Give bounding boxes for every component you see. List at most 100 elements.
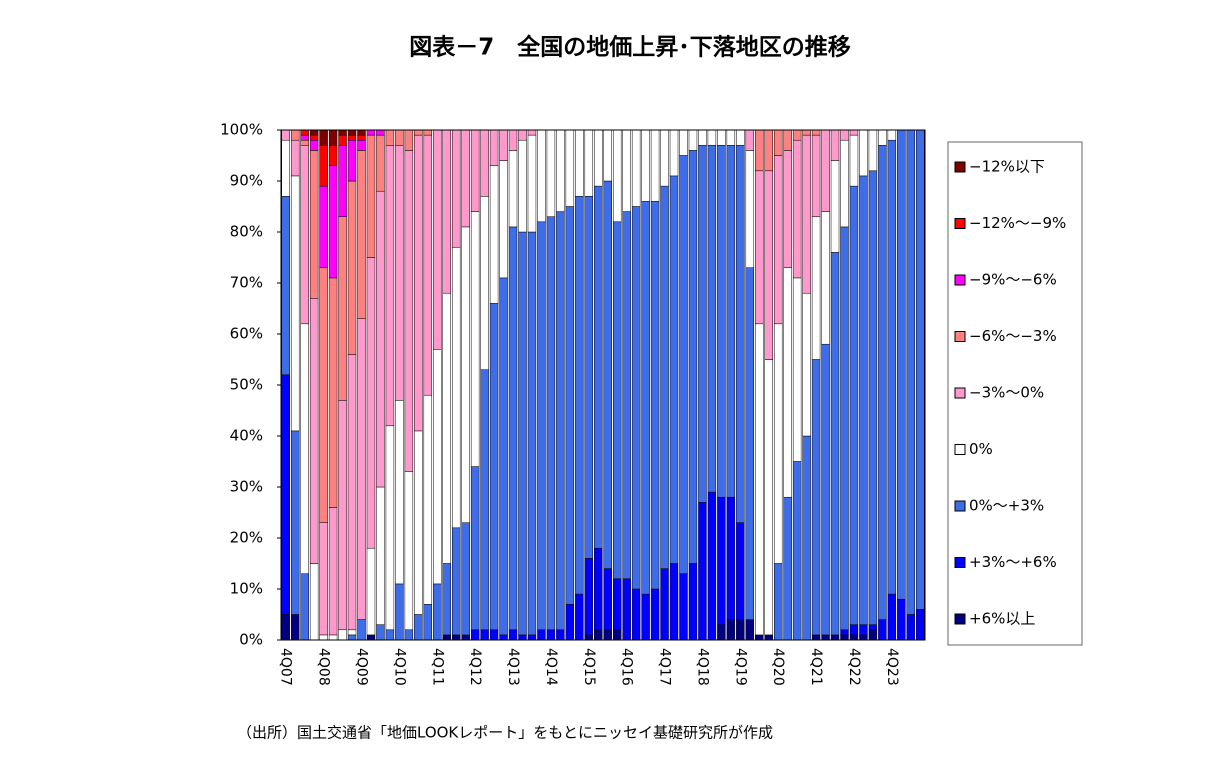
bar-segment	[650, 129, 660, 202]
bar-segment	[414, 430, 423, 615]
bar-segment	[641, 201, 650, 595]
bar-segment	[319, 145, 328, 187]
bar-segment	[878, 145, 887, 620]
legend-label: −12%〜−9%	[969, 214, 1066, 232]
bar-segment	[451, 527, 461, 636]
bar-segment	[792, 129, 802, 141]
bar-segment	[811, 359, 821, 636]
bar-segment	[773, 155, 783, 325]
bar-segment	[669, 563, 679, 641]
bar-segment	[451, 634, 461, 641]
bar-segment	[612, 129, 622, 223]
legend-swatch	[954, 444, 966, 455]
bar-segment	[755, 323, 764, 636]
bar-segment	[281, 139, 290, 197]
bar-segment	[508, 129, 518, 151]
bar-segment	[698, 502, 707, 641]
bar-segment	[688, 563, 698, 641]
bar-segment	[499, 634, 508, 641]
bar-segment	[859, 634, 868, 641]
bar-segment	[736, 522, 745, 620]
bar-segment	[612, 578, 622, 631]
bar-segment	[783, 496, 792, 641]
bar-segment	[404, 629, 414, 641]
bar-segment	[357, 129, 366, 136]
bar-segment	[802, 292, 811, 437]
bar-segment	[821, 634, 830, 641]
bar-segment	[811, 216, 821, 360]
bar-segment	[783, 150, 792, 268]
bar-segment	[830, 129, 840, 161]
bar-segment	[433, 349, 442, 585]
bar-segment	[546, 216, 556, 631]
bar-segment	[508, 150, 518, 228]
bar-segment	[612, 221, 622, 580]
bar-segment	[442, 129, 451, 294]
bar-segment	[802, 435, 811, 641]
bar-segment	[717, 624, 726, 641]
bar-segment	[537, 629, 546, 641]
bar-segment	[887, 593, 897, 641]
bar-segment	[631, 206, 641, 590]
bar-segment	[414, 614, 423, 641]
bar-segment	[773, 563, 783, 641]
bar-segment	[480, 129, 489, 197]
bar-segment	[433, 129, 442, 350]
bar-segment	[565, 129, 575, 207]
bar-segment	[357, 134, 366, 141]
bar-segment	[338, 216, 347, 401]
bar-segment	[840, 629, 849, 636]
bar-segment	[669, 129, 679, 177]
bar-segment	[319, 634, 328, 641]
bar-segment	[726, 145, 736, 498]
legend-box	[947, 141, 1083, 646]
bar-segment	[300, 323, 309, 574]
bar-segment	[906, 614, 916, 641]
bar-segment	[338, 400, 347, 631]
bar-segment	[347, 629, 357, 636]
bar-segment	[726, 129, 736, 146]
bar-segment	[736, 129, 745, 146]
bar-segment	[660, 129, 669, 187]
bar-segment	[650, 201, 660, 590]
bar-segment	[603, 129, 612, 182]
bar-segment	[878, 619, 887, 641]
bar-segment	[717, 145, 726, 498]
bar-segment	[707, 491, 717, 641]
bar-segment	[281, 196, 290, 376]
legend-swatch	[954, 218, 966, 229]
bar-segment	[859, 624, 868, 636]
bar-segment	[395, 129, 404, 146]
legend-swatch	[954, 161, 966, 173]
bar-segment	[698, 145, 707, 503]
bar-segment	[414, 129, 423, 136]
x-tick-label: 4Q22	[846, 648, 862, 686]
bar-segment	[508, 226, 518, 631]
y-tick-label: 0%	[239, 631, 263, 649]
bar-segment	[660, 185, 669, 569]
bar-segment	[290, 139, 300, 177]
x-tick-label: 4Q08	[316, 648, 332, 686]
bar-segment	[688, 129, 698, 151]
legend-label: −6%〜−3%	[969, 327, 1057, 345]
bar-segment	[849, 185, 859, 625]
x-tick-label: 4Q10	[391, 648, 407, 686]
y-tick-label: 70%	[230, 274, 263, 292]
bar-segment	[395, 145, 404, 401]
bar-segment	[916, 129, 925, 610]
bar-segment	[868, 170, 878, 625]
bar-segment	[376, 190, 385, 488]
bar-segment	[281, 129, 290, 141]
bar-segment	[385, 629, 395, 641]
bar-segment	[887, 139, 897, 595]
bar-segment	[347, 354, 357, 631]
bar-segment	[300, 145, 309, 325]
bar-segment	[537, 129, 546, 223]
bar-segment	[556, 629, 565, 641]
bar-segment	[328, 277, 338, 508]
bar-segment	[290, 175, 300, 432]
x-tick-label: 4Q21	[808, 648, 824, 686]
bar-segment	[745, 150, 755, 268]
bar-segment	[489, 165, 499, 304]
x-tick-label: 4Q20	[770, 648, 786, 686]
